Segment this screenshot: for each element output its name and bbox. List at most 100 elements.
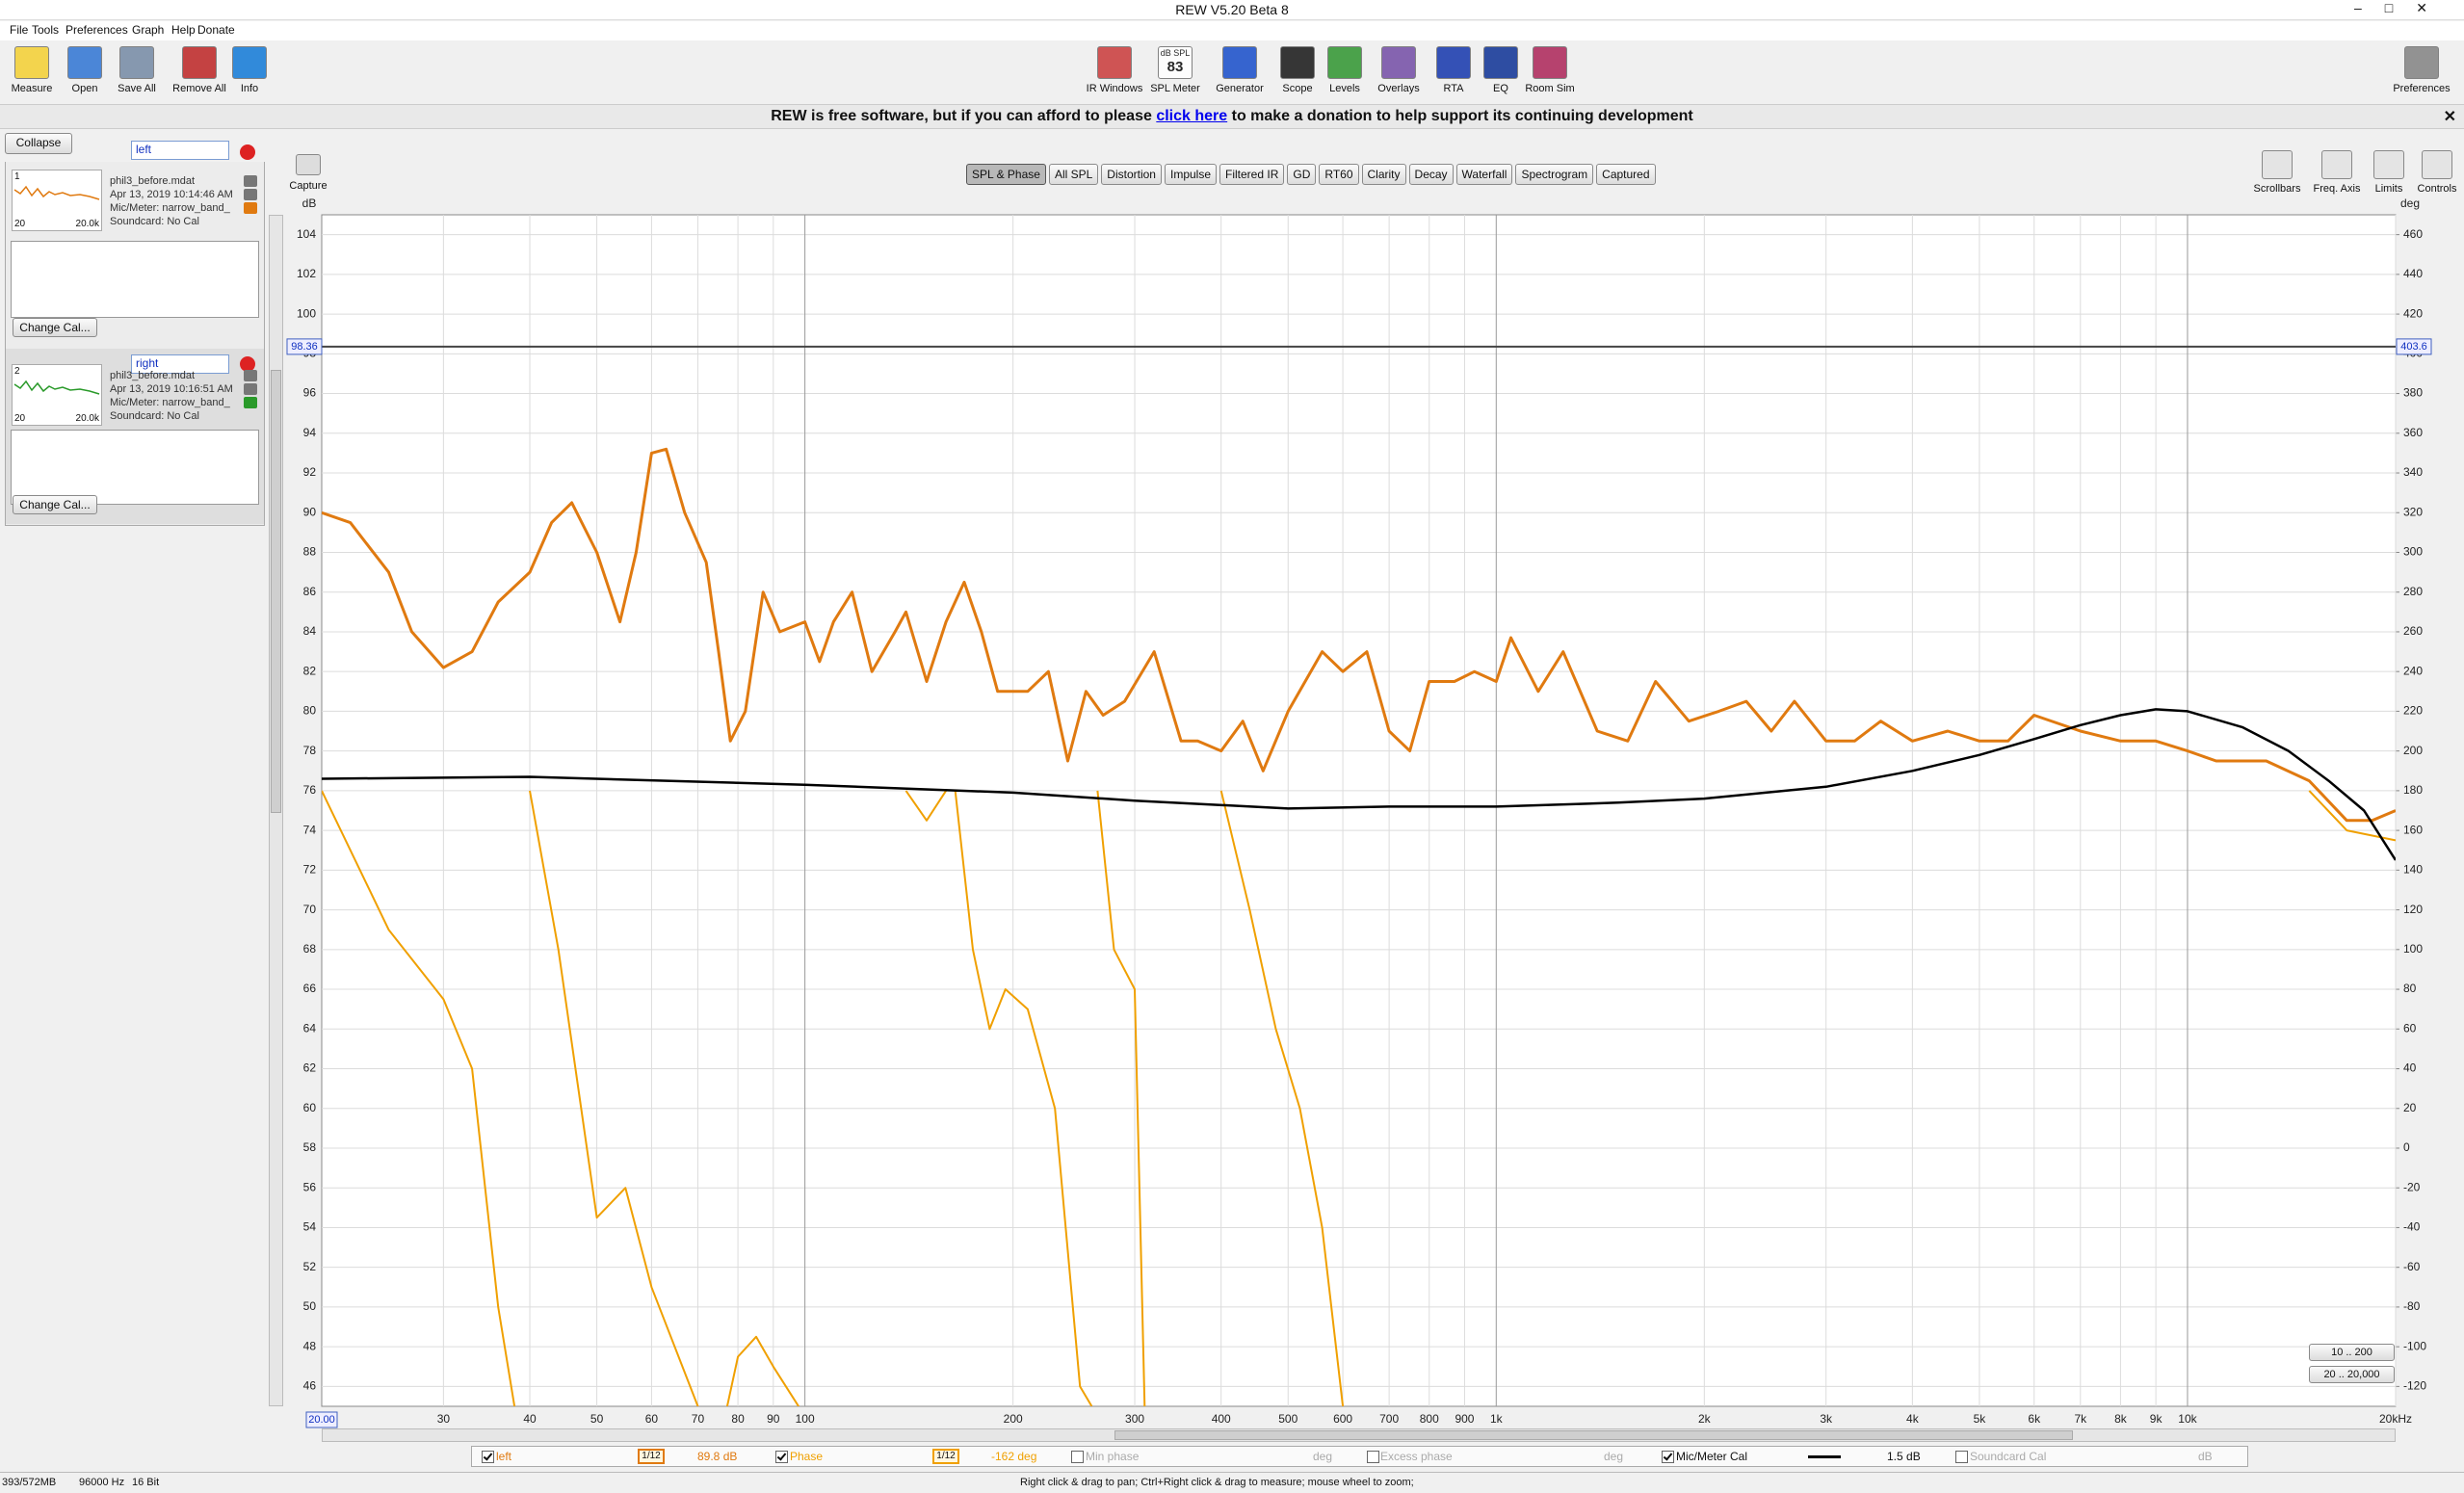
banner-after: to make a donation to help support its c… bbox=[1231, 108, 1693, 124]
item-icon[interactable] bbox=[244, 175, 257, 187]
toolbar-button[interactable]: Info bbox=[206, 42, 293, 100]
toolbar-button[interactable]: Room Sim bbox=[1507, 42, 1593, 100]
toolbar-icon bbox=[119, 46, 154, 79]
item-icon[interactable] bbox=[244, 202, 257, 214]
legend-name[interactable]: Min phase bbox=[1086, 1450, 1140, 1463]
toolbar-label: Room Sim bbox=[1525, 83, 1575, 94]
check-mark bbox=[483, 1451, 493, 1461]
notes-box[interactable] bbox=[11, 241, 259, 318]
legend-name[interactable]: Soundcard Cal bbox=[1970, 1450, 2047, 1463]
toolbar-button[interactable]: Scope bbox=[1254, 42, 1341, 100]
smoothing-box[interactable]: 1/12 bbox=[638, 1449, 665, 1464]
change-cal-button[interactable]: Change Cal... bbox=[13, 495, 97, 514]
tool-icon[interactable] bbox=[2422, 150, 2452, 179]
toolbar-icon bbox=[232, 46, 267, 79]
graph-tab[interactable]: All SPL bbox=[1048, 164, 1099, 185]
legend-checkbox[interactable] bbox=[1071, 1451, 1084, 1463]
menu-item[interactable]: Preferences bbox=[66, 23, 128, 37]
toolbar-button[interactable]: EQ bbox=[1457, 42, 1544, 100]
toolbar-button[interactable]: IR Windows bbox=[1071, 42, 1158, 100]
window-controls[interactable]: –□✕ bbox=[2354, 0, 2451, 15]
legend-name[interactable]: Mic/Meter Cal bbox=[1676, 1450, 1748, 1463]
change-cal-button[interactable]: Change Cal... bbox=[13, 318, 97, 337]
tool-label: Scrollbars bbox=[2253, 183, 2301, 195]
toolbar-button[interactable]: RTA bbox=[1410, 42, 1497, 100]
tool-icon[interactable] bbox=[2262, 150, 2293, 179]
scroll-thumb[interactable] bbox=[271, 370, 281, 813]
tool-icon[interactable] bbox=[2373, 150, 2404, 179]
legend-checkbox[interactable] bbox=[1955, 1451, 1968, 1463]
graph-tab[interactable]: Impulse bbox=[1164, 164, 1218, 185]
graph-tab[interactable]: SPL & Phase bbox=[966, 164, 1046, 185]
toolbar-label: Levels bbox=[1329, 83, 1360, 94]
legend-checkbox[interactable] bbox=[1662, 1451, 1674, 1463]
filter-field[interactable]: right bbox=[131, 354, 229, 374]
legend-name[interactable]: Phase bbox=[790, 1450, 824, 1463]
menu-item[interactable]: Tools bbox=[32, 23, 60, 37]
graph-tab[interactable]: GD bbox=[1287, 164, 1317, 185]
toolbar-icon bbox=[2404, 46, 2439, 79]
graph-tab[interactable]: Clarity bbox=[1361, 164, 1406, 185]
graph-tab[interactable]: RT60 bbox=[1319, 164, 1359, 185]
capture-icon[interactable] bbox=[296, 154, 321, 175]
graph-tab[interactable]: Distortion bbox=[1101, 164, 1162, 185]
filter-field[interactable]: left bbox=[131, 141, 229, 160]
menu-item[interactable]: Help bbox=[171, 23, 196, 37]
h-scrollbar[interactable] bbox=[322, 1428, 2396, 1442]
measurement-item[interactable]: right 2 20 20.0k phil3_before.mdat Apr 13, 20… bbox=[6, 349, 264, 524]
toolbar-button[interactable]: Levels bbox=[1301, 42, 1388, 100]
thumbnail: 2 20 20.0k bbox=[12, 364, 102, 426]
range-button[interactable]: 20 .. 20,000 bbox=[2309, 1366, 2395, 1383]
measurement-item[interactable]: left 1 20 20.0k phil3_before.mdat Apr 13, 201… bbox=[6, 141, 264, 347]
banner-link[interactable]: click here bbox=[1156, 108, 1228, 124]
legend-checkbox[interactable] bbox=[775, 1451, 788, 1463]
graph-tab[interactable]: Spectrogram bbox=[1515, 164, 1594, 185]
smoothing-box[interactable]: 1/12 bbox=[932, 1449, 959, 1464]
graph-tab[interactable]: Waterfall bbox=[1455, 164, 1513, 185]
left-scrollbar[interactable] bbox=[269, 215, 283, 1406]
toolbar-button[interactable]: Remove All bbox=[156, 42, 243, 100]
legend-reading: -162 deg bbox=[991, 1450, 1037, 1463]
item-icon[interactable] bbox=[244, 370, 257, 381]
legend-name[interactable]: left bbox=[496, 1450, 512, 1463]
toolbar-button[interactable]: dB SPL 83 SPL Meter bbox=[1132, 42, 1219, 100]
toolbar-label: Save All bbox=[118, 83, 156, 94]
scroll-thumb[interactable] bbox=[1114, 1430, 2073, 1440]
toolbar-button[interactable]: Save All bbox=[93, 42, 180, 100]
item-icon[interactable] bbox=[244, 189, 257, 200]
tool-icon[interactable] bbox=[2321, 150, 2352, 179]
menu-item[interactable]: Graph bbox=[132, 23, 165, 37]
legend-reading: 1.5 dB bbox=[1887, 1450, 1921, 1463]
item-icon[interactable] bbox=[244, 397, 257, 408]
remove-button[interactable] bbox=[240, 144, 255, 160]
toolbar-label: Overlays bbox=[1377, 83, 1420, 94]
banner-close[interactable]: ✕ bbox=[2443, 109, 2456, 125]
toolbar-button[interactable]: Preferences bbox=[2378, 42, 2464, 100]
notes-box[interactable] bbox=[11, 430, 259, 505]
legend-checkbox[interactable] bbox=[1367, 1451, 1379, 1463]
remove-button[interactable] bbox=[240, 356, 255, 372]
toolbar-button[interactable]: Open bbox=[41, 42, 128, 100]
graph-tab[interactable]: Decay bbox=[1408, 164, 1454, 185]
donation-banner: REW is free software, but if you can aff… bbox=[0, 104, 2464, 129]
status-hint: Right click & drag to pan; Ctrl+Right cl… bbox=[1020, 1477, 1414, 1488]
toolbar-button[interactable]: Overlays bbox=[1355, 42, 1442, 100]
graph-tab[interactable]: Filtered IR bbox=[1219, 164, 1285, 185]
collapse-button[interactable]: Collapse bbox=[5, 133, 72, 154]
toolbar-label: Preferences bbox=[2393, 83, 2451, 94]
thumb-trace bbox=[13, 380, 100, 395]
range-button[interactable]: 10 .. 200 bbox=[2309, 1344, 2395, 1361]
menu-item[interactable]: File bbox=[10, 23, 29, 37]
legend-checkbox[interactable] bbox=[482, 1451, 494, 1463]
legend-name[interactable]: Excess phase bbox=[1380, 1450, 1453, 1463]
toolbar-button[interactable]: Measure bbox=[0, 42, 75, 100]
toolbar-label: Generator bbox=[1216, 83, 1264, 94]
graph-tab[interactable]: Captured bbox=[1596, 164, 1656, 185]
item-icon[interactable] bbox=[244, 383, 257, 395]
toolbar: Measure Open Save All Remove All Info IR Wind… bbox=[0, 42, 2464, 102]
tool-label: Controls bbox=[2417, 183, 2457, 195]
menu-item[interactable]: Donate bbox=[197, 23, 235, 37]
toolbar-button[interactable]: Generator bbox=[1196, 42, 1283, 100]
toolbar-icon bbox=[1280, 46, 1315, 79]
